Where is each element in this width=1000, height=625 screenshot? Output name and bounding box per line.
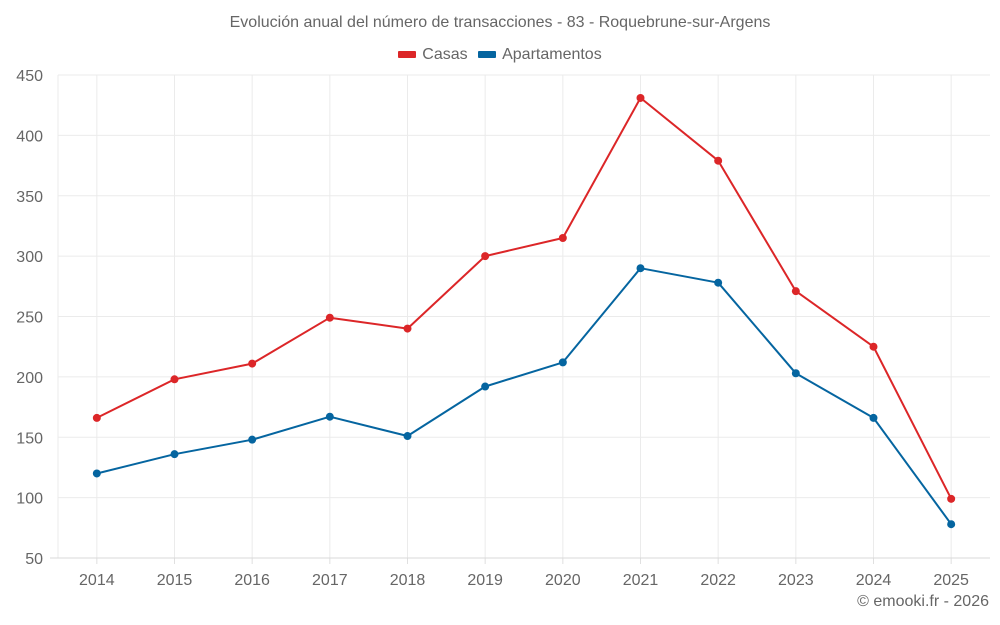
data-point-apartamentos[interactable] (714, 278, 723, 287)
y-tick-label: 350 (16, 189, 43, 206)
data-point-apartamentos[interactable] (170, 450, 179, 459)
data-point-casas[interactable] (558, 234, 567, 243)
data-point-casas[interactable] (248, 359, 257, 368)
y-tick-label: 50 (25, 551, 43, 568)
data-point-apartamentos[interactable] (325, 412, 334, 421)
data-point-casas[interactable] (869, 342, 878, 351)
legend-item-casas[interactable]: Casas (398, 45, 468, 64)
y-tick-label: 450 (16, 68, 43, 85)
data-point-casas[interactable] (791, 287, 800, 296)
data-point-casas[interactable] (636, 93, 645, 102)
y-tick-label: 250 (16, 310, 43, 327)
x-tick-label: 2025 (933, 572, 969, 589)
y-tick-label: 150 (16, 430, 43, 447)
data-point-apartamentos[interactable] (558, 358, 567, 367)
legend-swatch-casas (398, 51, 417, 58)
x-tick-label: 2016 (234, 572, 270, 589)
legend-item-apartamentos[interactable]: Apartamentos (478, 46, 602, 64)
x-tick-label: 2020 (545, 572, 581, 589)
series-line-apartamentos (96, 267, 953, 525)
data-point-casas[interactable] (170, 375, 179, 384)
data-point-apartamentos[interactable] (481, 382, 490, 391)
x-tick-label: 2019 (467, 572, 503, 589)
data-point-apartamentos[interactable] (248, 435, 257, 444)
data-point-apartamentos[interactable] (947, 520, 956, 529)
x-tick-label: 2014 (79, 572, 115, 589)
credit-text: © emooki.fr - 2026 (857, 593, 989, 610)
data-point-casas[interactable] (403, 324, 412, 333)
x-tick-label: 2018 (390, 572, 426, 589)
y-tick-label: 300 (16, 249, 43, 266)
axes: 50 100 150 200 250 300 350 400 450 2014 2015 2016 20… (16, 68, 990, 589)
series-line-casas (96, 96, 953, 500)
series-group (92, 93, 956, 529)
data-point-apartamentos[interactable] (869, 413, 878, 422)
legend-swatch-apartamentos (478, 51, 497, 58)
x-tick-label: 2015 (157, 572, 193, 589)
y-tick-label: 200 (16, 370, 43, 387)
x-tick-label: 2017 (312, 572, 348, 589)
data-point-apartamentos[interactable] (791, 369, 800, 378)
data-point-apartamentos[interactable] (636, 264, 645, 273)
legend-label-apartamentos: Apartamentos (502, 45, 602, 63)
legend-label-casas: Casas (422, 45, 468, 63)
data-point-casas[interactable] (947, 494, 956, 503)
chart-title: Evolución anual del número de transaccio… (229, 14, 771, 31)
x-tick-label: 2022 (700, 572, 736, 589)
data-point-casas[interactable] (92, 413, 101, 422)
data-point-apartamentos[interactable] (92, 469, 101, 478)
data-point-casas[interactable] (714, 156, 723, 165)
x-tick-label: 2023 (778, 572, 814, 589)
data-point-casas[interactable] (481, 252, 490, 261)
grid-lines (57, 74, 990, 558)
y-tick-label: 400 (16, 128, 43, 145)
y-tick-label: 100 (16, 491, 43, 508)
x-tick-label: 2021 (623, 572, 659, 589)
data-point-casas[interactable] (325, 313, 334, 322)
data-point-apartamentos[interactable] (403, 432, 412, 441)
x-tick-label: 2024 (856, 572, 892, 589)
chart-legend: Casas Apartamentos (0, 45, 1000, 64)
